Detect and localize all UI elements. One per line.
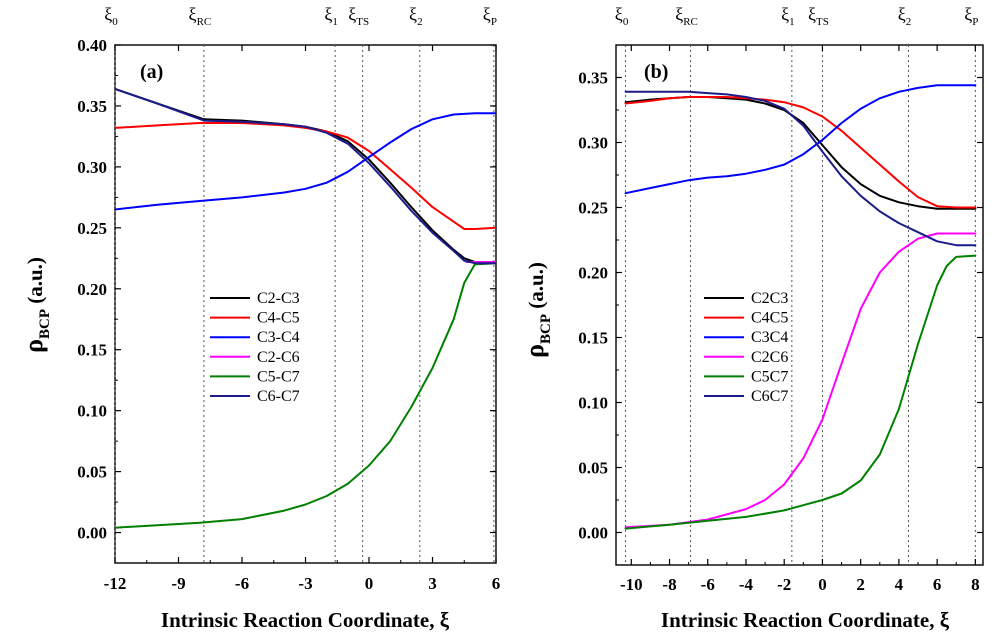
- x-tick-label: 8: [971, 575, 980, 594]
- legend-label-c2c3: C2C3: [751, 290, 788, 307]
- series-line-c5c7: [624, 254, 977, 530]
- series-line-c3-c4: [115, 112, 496, 211]
- series-line-c6c7: [624, 90, 977, 247]
- legend-label-c2c6: C2C6: [751, 349, 788, 366]
- marker-label-p: ξP: [483, 4, 497, 28]
- y-tick-label: 0.00: [77, 524, 107, 543]
- series-line-c4c5: [624, 96, 977, 209]
- y-axis-title: ρBCP (a.u.): [520, 262, 554, 358]
- series-line-c4-c5: [115, 122, 496, 230]
- marker-label-0: ξ0: [615, 4, 629, 28]
- y-tick-label: 0.00: [578, 524, 608, 543]
- y-tick-label: 0.10: [578, 394, 608, 413]
- legend-label-c6c7: C6C7: [751, 388, 788, 405]
- legend-label-c2-c3: C2-C3: [257, 290, 300, 307]
- series-line-c2-c3: [115, 87, 496, 263]
- series-group: [624, 84, 977, 530]
- y-tick-label: 0.05: [578, 459, 608, 478]
- y-tick-label: 0.20: [77, 280, 107, 299]
- x-tick-label: 4: [895, 575, 904, 594]
- x-tick-label: -6: [235, 574, 249, 593]
- x-tick-label: 3: [428, 574, 437, 593]
- series-line-c2c6: [624, 232, 977, 529]
- legend-label-c5-c7: C5-C7: [257, 368, 300, 385]
- legend: C2-C3 C4-C5 C3-C4 C2-C6 C5-C7 C6-C7: [210, 290, 300, 405]
- series-line-c3c4: [624, 84, 977, 195]
- x-axis-title: Intrinsic Reaction Coordinate, ξ: [161, 608, 450, 632]
- series-line-c2c3: [624, 96, 977, 210]
- legend-label-c3-c4: C3-C4: [257, 329, 300, 346]
- x-tick-label: -3: [298, 574, 312, 593]
- marker-label-2: ξ2: [898, 4, 912, 28]
- y-tick-label: 0.35: [578, 69, 608, 88]
- x-tick-label: 6: [933, 575, 942, 594]
- marker-label-rc: ξRC: [675, 4, 698, 28]
- x-tick-label: 0: [818, 575, 827, 594]
- legend-label-c3c4: C3C4: [751, 329, 788, 346]
- x-tick-label: -8: [662, 575, 676, 594]
- legend-label-c5c7: C5C7: [751, 368, 788, 385]
- x-tick-label: -10: [620, 575, 643, 594]
- marker-label-1: ξ1: [324, 4, 338, 28]
- marker-label-1: ξ1: [781, 4, 795, 28]
- y-tick-label: 0.05: [77, 463, 107, 482]
- y-tick-label: 0.25: [77, 219, 107, 238]
- panel-label: (a): [140, 61, 163, 83]
- y-tick-label: 0.25: [578, 199, 608, 218]
- chart-panel-b: ξ0 ξRC ξ1 ξTS ξ2 ξP -10 -8 -6 -4 -2 0 2 4 6 8 0.00 0.05 0.…: [520, 4, 984, 632]
- series-group: [115, 87, 496, 529]
- x-tick-label: 0: [365, 574, 374, 593]
- x-tick-label: -12: [104, 574, 127, 593]
- y-axis-title: ρBCP (a.u.): [19, 257, 53, 353]
- marker-label-ts: ξTS: [348, 4, 369, 28]
- legend-label-c4-c5: C4-C5: [257, 310, 300, 327]
- marker-label-ts: ξTS: [808, 4, 829, 28]
- marker-label-2: ξ2: [409, 4, 423, 28]
- chart-panel-a: ξ0 ξRC ξ1 ξTS ξ2 ξP -12 -9 -6 -3 0 3 6 0.00 0.05 0.10 0.…: [19, 4, 500, 632]
- x-tick-label: -9: [171, 574, 185, 593]
- y-tick-label: 0.30: [578, 134, 608, 153]
- legend-label-c2-c6: C2-C6: [257, 349, 300, 366]
- x-tick-label: -4: [739, 575, 754, 594]
- x-tick-label: -2: [777, 575, 791, 594]
- y-tick-label: 0.15: [77, 341, 107, 360]
- panel-label: (b): [644, 61, 668, 83]
- y-tick-label: 0.10: [77, 402, 107, 421]
- x-tick-label: 6: [492, 574, 501, 593]
- marker-label-0: ξ0: [104, 4, 118, 28]
- plot-frame: [114, 44, 497, 564]
- series-line-c6-c7: [115, 87, 496, 265]
- y-tick-label: 0.35: [77, 97, 107, 116]
- legend-label-c6-c7: C6-C7: [257, 388, 300, 405]
- x-axis-title: Intrinsic Reaction Coordinate, ξ: [661, 608, 950, 632]
- y-tick-label: 0.40: [77, 36, 107, 55]
- y-tick-label: 0.15: [578, 329, 608, 348]
- legend-label-c4c5: C4C5: [751, 310, 788, 327]
- legend: C2C3 C4C5 C3C4 C2C6 C5C7 C6C7: [704, 290, 788, 405]
- series-line-c5-c7: [115, 262, 496, 529]
- marker-label-p: ξP: [964, 4, 978, 28]
- y-tick-label: 0.20: [578, 264, 608, 283]
- x-tick-label: 2: [856, 575, 865, 594]
- marker-label-rc: ξRC: [189, 4, 212, 28]
- y-tick-label: 0.30: [77, 158, 107, 177]
- x-tick-label: -6: [701, 575, 715, 594]
